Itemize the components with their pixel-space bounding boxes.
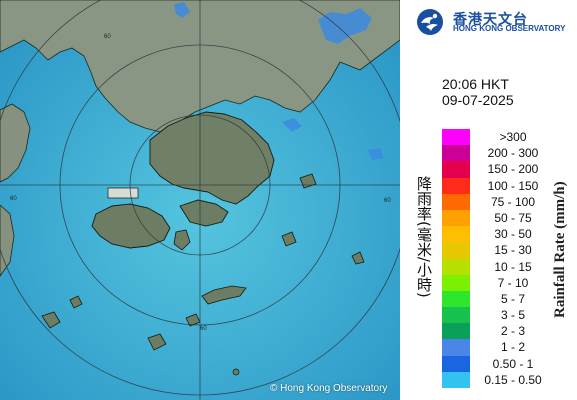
legend-color-swatch: [442, 323, 470, 340]
legend-row: 75 - 100: [442, 193, 554, 210]
lantau-island: [91, 203, 171, 249]
observatory-logo[interactable]: 香港天文台 HONG KONG OBSERVATORY: [416, 8, 576, 36]
legend-color-swatch: [442, 161, 470, 178]
west-coast-land: [0, 103, 31, 183]
legend-row: 15 - 30: [442, 242, 554, 259]
legend-color-swatch: [442, 177, 470, 194]
range-ring-label: 60: [104, 34, 111, 40]
observatory-emblem-icon: [417, 9, 443, 35]
legend-color-swatch: [442, 339, 470, 356]
legend-color-swatch: [442, 355, 470, 372]
rain-echo-north: [174, 2, 190, 18]
legend-row: 200 - 300: [442, 145, 554, 162]
west-island-2: [69, 295, 83, 309]
legend-color-swatch: [442, 258, 470, 275]
legend-range-label: 0.50 - 1: [492, 356, 534, 371]
copyright-credit: © Hong Kong Observatory: [270, 383, 388, 394]
hong-kong-island: [179, 199, 229, 227]
radar-map-canvas: 60 60 60 60: [0, 0, 400, 400]
legend-color-swatch: [442, 371, 470, 388]
legend-range-label: 50 - 75: [494, 210, 532, 225]
legend-panel: 香港天文台 HONG KONG OBSERVATORY 20:06 HKT 09…: [400, 0, 577, 400]
legend-range-label: 200 - 300: [487, 146, 539, 161]
legend-row: 50 - 75: [442, 209, 554, 227]
west-island-1: [41, 311, 61, 329]
legend-color-swatch: [442, 193, 470, 210]
legend-row: 5 - 7: [442, 290, 554, 308]
observation-time: 20:06 HKT: [442, 76, 509, 92]
legend-row: 10 - 15: [442, 258, 554, 275]
legend-range-label: 2 - 3: [500, 324, 525, 339]
legend-color-swatch: [442, 209, 470, 227]
legend-range-label: 150 - 200: [487, 162, 539, 177]
airport-platform: [107, 187, 139, 199]
legend-row: 2 - 3: [442, 323, 554, 340]
legend-range-label: 100 - 150: [487, 178, 539, 193]
legend-range-label: 1 - 2: [500, 340, 525, 355]
legend-range-label: 30 - 50: [494, 227, 532, 242]
legend-row: 150 - 200: [442, 161, 554, 178]
legend-row: 30 - 50: [442, 226, 554, 243]
legend-range-label: 15 - 30: [494, 243, 532, 258]
legend-range-label: 75 - 100: [490, 194, 536, 209]
south-rock-island: [232, 368, 240, 376]
legend-color-swatch: [442, 129, 470, 146]
org-name-zh: 香港天文台: [453, 12, 528, 28]
org-name-en: HONG KONG OBSERVATORY: [453, 24, 566, 33]
legend-row: 1 - 2: [442, 339, 554, 356]
legend-row: >300: [442, 129, 554, 146]
legend-range-label: 10 - 15: [494, 259, 532, 274]
legend-color-swatch: [442, 290, 470, 308]
observation-date: 09-07-2025: [442, 92, 514, 108]
lamma-island: [173, 229, 191, 251]
legend-color-swatch: [442, 274, 470, 291]
legend-range-label: 5 - 7: [500, 291, 525, 306]
rainfall-color-scale: >300 200 - 300 150 - 200 100 - 150 75 - 100 5…: [442, 129, 554, 388]
range-ring-label: 60: [200, 326, 207, 332]
south-island-3: [147, 333, 167, 351]
legend-range-label: 7 - 10: [497, 275, 529, 290]
legend-row: 3 - 5: [442, 307, 554, 324]
radar-map[interactable]: 60 60 60 60 © Hong Kong Observatory: [0, 0, 400, 400]
legend-color-swatch: [442, 242, 470, 259]
legend-color-swatch: [442, 145, 470, 162]
range-ring-labels: 60 60 60 60: [10, 34, 391, 332]
range-ring-label: 60: [10, 196, 17, 202]
rain-echo-northeast: [318, 8, 372, 44]
legend-range-label: >300: [499, 130, 527, 144]
legend-row: 0.15 - 0.50: [442, 371, 554, 388]
east-island-1: [281, 231, 297, 247]
east-island-3: [351, 251, 365, 265]
rain-echo-east: [282, 118, 302, 132]
legend-color-swatch: [442, 307, 470, 324]
legend-range-label: 0.15 - 0.50: [484, 372, 542, 387]
legend-title-en: Rainfall Rate (mm/h): [552, 181, 568, 319]
legend-row: 0.50 - 1: [442, 355, 554, 372]
rain-echo-east-2: [368, 148, 384, 160]
legend-title-zh: 降雨率(毫米/小時): [415, 176, 433, 298]
legend-row: 100 - 150: [442, 177, 554, 194]
legend-row: 7 - 10: [442, 274, 554, 291]
south-island-chain: [201, 285, 247, 305]
legend-color-swatch: [442, 226, 470, 243]
range-ring-label: 60: [384, 198, 391, 204]
range-rings: [0, 0, 400, 400]
legend-range-label: 3 - 5: [500, 308, 525, 323]
